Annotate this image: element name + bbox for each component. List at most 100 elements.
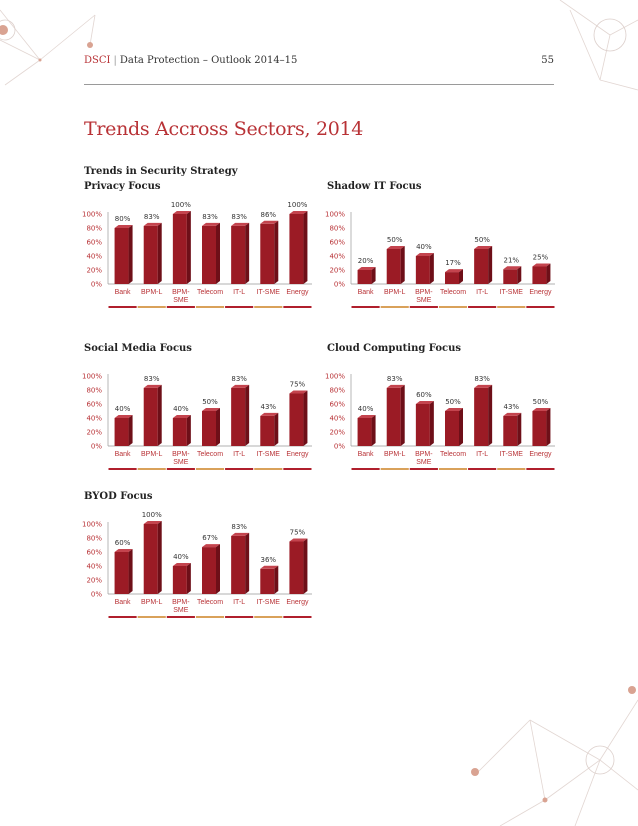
x-tick-label: Telecom (197, 451, 223, 458)
bar-front (474, 249, 489, 284)
x-tick-label: BPM-L (141, 289, 163, 296)
bar-front (202, 225, 216, 284)
bar-it-sme (260, 412, 279, 446)
bar-bpm-l (386, 384, 405, 446)
bar-top (114, 415, 133, 418)
data-label: 83% (144, 375, 160, 383)
bar-top (357, 415, 376, 418)
chart-title-social-media: Social Media Focus (84, 343, 192, 354)
publication-title: Data Protection – Outlook 2014–15 (119, 55, 298, 66)
y-tick-label: 0% (334, 443, 345, 451)
category-underline (497, 306, 526, 308)
brand-name: DSCI (84, 55, 111, 66)
bar-top (503, 412, 522, 416)
bar-energy (289, 538, 308, 594)
x-tick-label-line: Energy (286, 599, 309, 606)
y-tick-label: 100% (325, 373, 345, 381)
bar-side (459, 408, 463, 446)
x-tick-label-line: IT-SME (500, 451, 524, 458)
bar-side (128, 415, 133, 446)
bar-front (289, 393, 304, 446)
bar-top (474, 246, 493, 249)
bar-top (114, 549, 133, 552)
x-tick-label: Energy (286, 451, 309, 458)
x-tick-label-line: BPM- (172, 451, 190, 458)
header-divider (84, 84, 554, 85)
y-tick-label: 40% (86, 253, 102, 261)
x-tick-label: BPM-L (384, 451, 406, 458)
chart-panel-privacy: Privacy Focus 0% 20% 40% 60% 80% 100% 80% Bank 8… (82, 181, 314, 321)
y-tick-label: 20% (86, 267, 102, 275)
bar-side (303, 538, 308, 594)
chart-cloud-computing: 0% 20% 40% 60% 80% 100% 40% Bank 83% BPM-L 60% BPM-… (325, 373, 555, 470)
x-tick-label: Telecom (440, 289, 466, 296)
x-tick-label-line: BPM-L (141, 451, 163, 458)
x-tick-label: IT-SME (257, 599, 281, 606)
x-tick-label: Telecom (440, 451, 466, 458)
x-tick-label: IT-SME (257, 289, 281, 296)
bar-it-sme (260, 220, 279, 284)
x-tick-label: IT-L (233, 289, 245, 296)
bar-front (445, 272, 459, 284)
y-tick-label: 100% (82, 521, 102, 529)
chart-panel-cloud-computing: Cloud Computing Focus 0% 20% 40% 60% 80% 100%… (325, 343, 557, 483)
bar-front (503, 415, 518, 446)
y-tick-label: 40% (329, 253, 345, 261)
bar-it-l (231, 532, 250, 594)
bar-top (289, 538, 308, 542)
y-tick-label: 100% (82, 373, 102, 381)
bar-telecom (445, 408, 463, 446)
bar-bpm-l (386, 246, 405, 284)
bar-side (303, 390, 308, 446)
x-tick-label-line: Telecom (440, 451, 466, 458)
y-tick-label: 20% (329, 267, 345, 275)
bar-top (143, 521, 162, 524)
bar-side (546, 263, 551, 284)
bar-front (386, 249, 401, 284)
category-underline (225, 306, 254, 308)
page-header: DSCI | Data Protection – Outlook 2014–15 5… (84, 55, 554, 73)
bar-front (260, 415, 275, 446)
y-tick-label: 60% (86, 401, 102, 409)
chart-privacy: 0% 20% 40% 60% 80% 100% 80% Bank 83% BPM-L 100% BPM… (82, 201, 312, 308)
y-tick-label: 20% (329, 429, 345, 437)
data-label: 20% (358, 257, 374, 265)
chart-panel-shadow-it: Shadow IT Focus 0% 20% 40% 60% 80% 100% 20% Ban… (325, 181, 557, 321)
category-underline (526, 468, 555, 470)
bar-side (245, 532, 250, 594)
category-underline (438, 468, 468, 470)
data-label: 83% (231, 213, 247, 221)
x-tick-label: Bank (358, 451, 374, 458)
bar-bpm-sme (415, 253, 434, 284)
y-tick-label: 80% (86, 535, 102, 543)
category-underline (254, 468, 283, 470)
category-underline (254, 616, 283, 618)
bar-top (357, 267, 376, 270)
x-tick-label-line: IT-SME (257, 451, 281, 458)
data-label: 25% (533, 254, 549, 262)
bar-front (386, 387, 401, 446)
data-label: 50% (474, 236, 490, 244)
bar-side (216, 222, 220, 284)
bar-front (503, 269, 518, 284)
bar-telecom (445, 269, 463, 284)
bar-telecom (202, 222, 220, 284)
x-tick-label-line: IT-L (233, 599, 245, 606)
x-tick-label: BPM-SME (172, 451, 190, 466)
category-underline (409, 306, 438, 308)
x-tick-label: Bank (115, 599, 131, 606)
bar-front (231, 387, 246, 446)
x-tick-label-line: Energy (286, 289, 309, 296)
x-tick-label-line: Bank (358, 451, 374, 458)
bar-it-sme (503, 266, 522, 284)
x-tick-label-line: BPM-L (384, 289, 406, 296)
data-label: 50% (202, 398, 218, 406)
category-underline (380, 468, 409, 470)
x-tick-label-line: Bank (115, 289, 131, 296)
x-tick-label: Energy (286, 599, 309, 606)
bar-top (260, 565, 279, 569)
category-underline (526, 306, 555, 308)
category-underline (166, 306, 195, 308)
data-label: 50% (445, 398, 461, 406)
bar-bank (114, 225, 133, 284)
